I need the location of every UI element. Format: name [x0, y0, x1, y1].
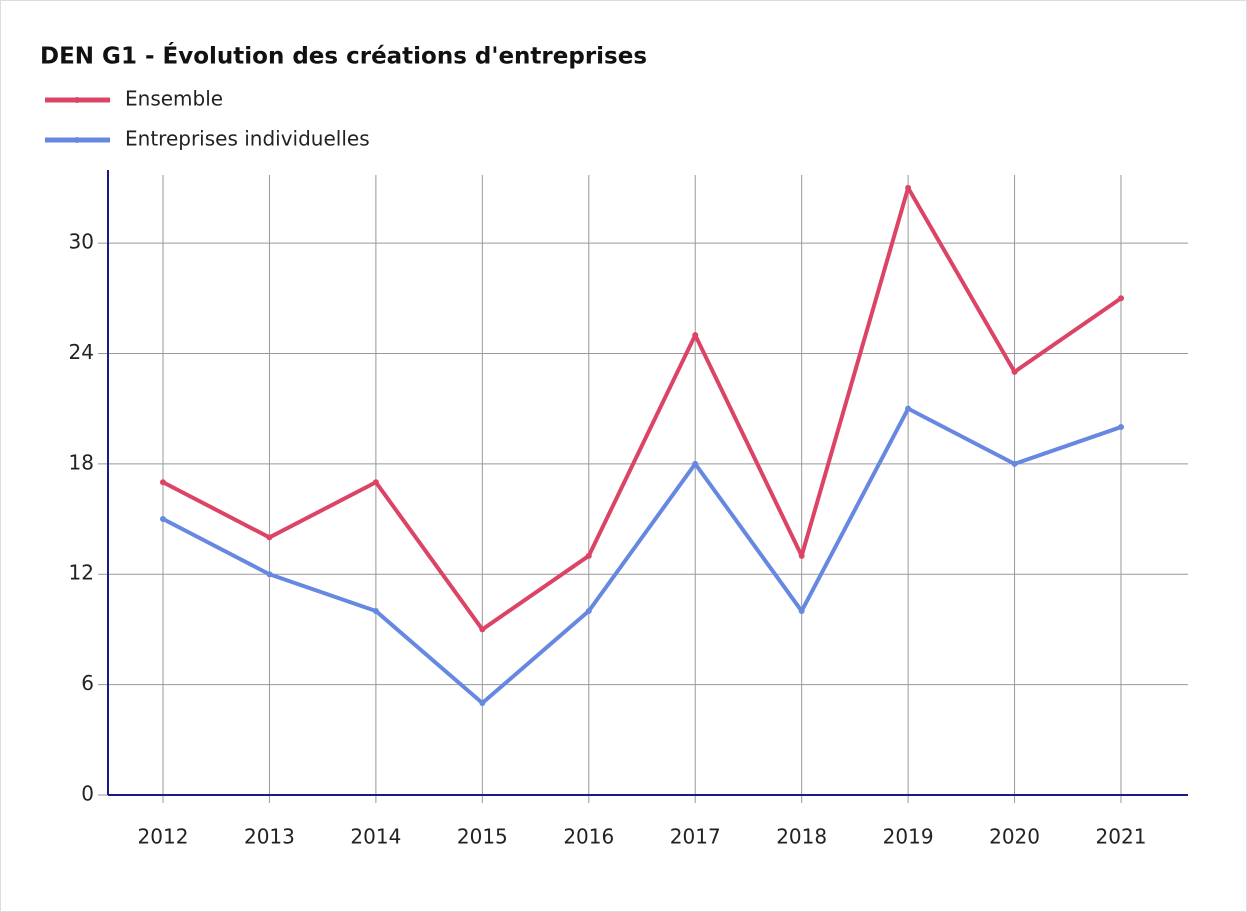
- point: [1118, 295, 1124, 302]
- x-tick-label: 2018: [776, 825, 827, 849]
- x-tick-label: 2016: [563, 825, 614, 849]
- y-tick-label: 24: [69, 340, 94, 364]
- point: [1011, 368, 1018, 375]
- series-line: [162, 406, 1122, 706]
- point: [160, 479, 166, 486]
- x-tick-label: 2012: [138, 825, 189, 849]
- y-tick-label: 30: [69, 230, 94, 254]
- point: [585, 608, 592, 615]
- x-tick-label: 2013: [244, 825, 295, 849]
- y-tick-label: 18: [69, 450, 94, 474]
- point: [266, 534, 273, 541]
- chart-title: DEN G1 - Évolution des créations d'entre…: [40, 42, 647, 70]
- x-tick-label: 2021: [1096, 825, 1147, 849]
- x-tick-label: 2015: [457, 825, 508, 849]
- point: [1118, 424, 1124, 431]
- point: [798, 608, 805, 615]
- point: [160, 516, 166, 523]
- y-tick-label: 12: [69, 561, 94, 585]
- x-tick-label: 2014: [350, 825, 401, 849]
- point: [372, 608, 379, 615]
- x-tick-label: 2017: [670, 825, 721, 849]
- point: [905, 184, 912, 191]
- legend-label: Ensemble: [125, 87, 223, 111]
- point: [479, 626, 486, 633]
- y-tick-label: 0: [81, 782, 94, 806]
- series-line: [162, 185, 1123, 632]
- point: [798, 552, 805, 559]
- point: [692, 460, 699, 467]
- legend-dot: [74, 97, 80, 103]
- x-tick-label: 2020: [989, 825, 1040, 849]
- point: [692, 332, 699, 339]
- point: [905, 405, 912, 412]
- point: [479, 700, 486, 707]
- x-tick-label: 2019: [883, 825, 934, 849]
- point: [1011, 460, 1018, 467]
- point: [585, 552, 592, 559]
- point: [372, 479, 379, 486]
- legend-dot: [74, 137, 80, 143]
- legend-label: Entreprises individuelles: [125, 127, 370, 151]
- point: [266, 571, 273, 578]
- y-tick-label: 6: [81, 671, 94, 695]
